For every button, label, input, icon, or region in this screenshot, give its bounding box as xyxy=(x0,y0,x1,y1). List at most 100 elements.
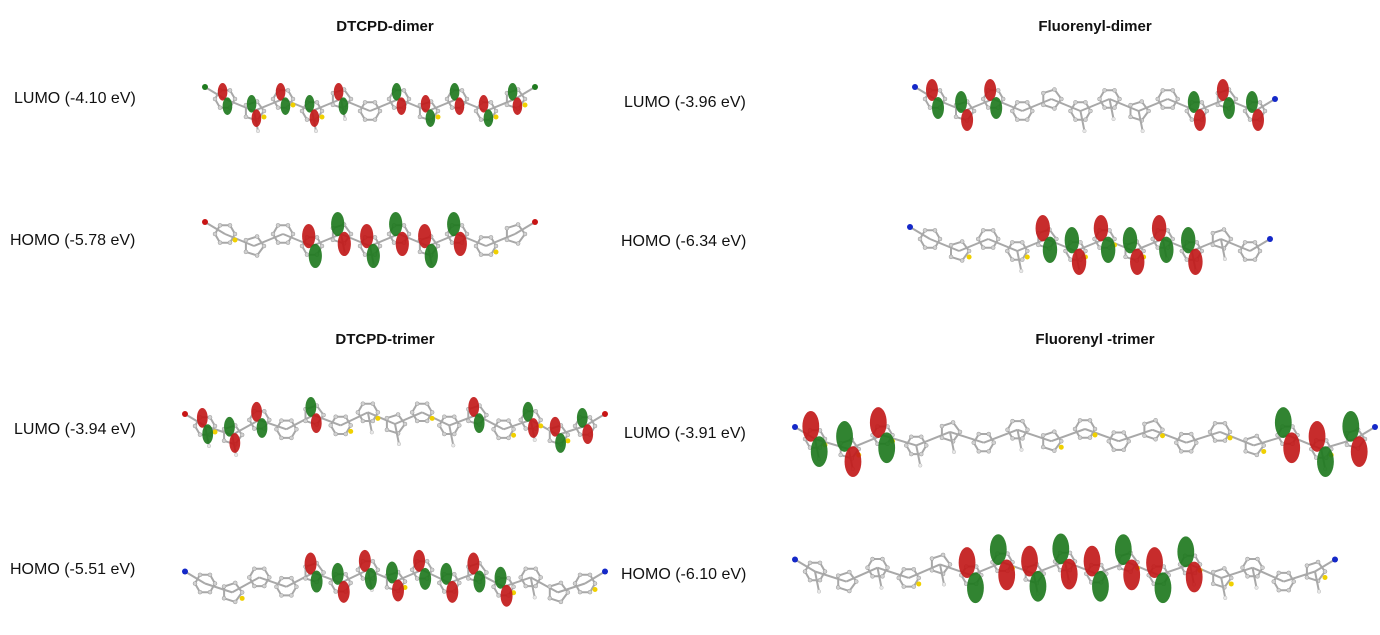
end-atom xyxy=(1272,96,1278,102)
ring xyxy=(866,558,889,578)
bond xyxy=(485,233,516,247)
fluorenyl-trimer-homo-label: HOMO (-6.10 eV) xyxy=(621,566,747,583)
orbital-lobe xyxy=(1093,215,1109,242)
carbon-atom xyxy=(1276,587,1281,593)
sulfur-atom xyxy=(1322,575,1328,580)
orbital-lobe xyxy=(395,231,409,256)
bond xyxy=(394,411,423,425)
carbon-atom xyxy=(1199,100,1205,105)
carbon-atom xyxy=(435,243,441,249)
bond xyxy=(845,566,878,583)
carbon-atom xyxy=(449,105,455,110)
carbon-atom xyxy=(1078,240,1083,245)
carbon-atom xyxy=(391,105,397,110)
carbon-atom xyxy=(1083,100,1088,105)
carbon-atom xyxy=(504,225,510,231)
sulfur-atom xyxy=(592,587,598,592)
carbon-atom xyxy=(847,569,852,575)
carbon-atom xyxy=(429,567,435,573)
carbon-atom xyxy=(285,240,291,245)
bond xyxy=(1050,428,1086,443)
orbital-lobe xyxy=(1092,570,1109,602)
carbon-atom xyxy=(533,583,538,589)
orbital-lobe xyxy=(1216,79,1229,101)
carbon-atom xyxy=(822,569,828,574)
orbital-lobe xyxy=(990,97,1003,119)
orbital-lobe xyxy=(202,424,214,444)
orbital-lobe xyxy=(869,407,887,438)
carbon-atom xyxy=(1252,257,1258,262)
end-atom xyxy=(1332,556,1338,563)
sulfur-atom xyxy=(1092,432,1098,438)
carbon-atom xyxy=(870,556,875,562)
carbon-atom xyxy=(807,560,813,566)
dtcpd-dimer-lumo-orbital xyxy=(202,83,538,134)
dtcpd-trimer-lumo-orbital xyxy=(182,397,608,457)
carbon-atom xyxy=(466,576,471,581)
orbital-lobe xyxy=(447,212,461,237)
carbon-atom xyxy=(1215,102,1221,108)
bond xyxy=(584,413,606,427)
carbon-atom xyxy=(267,417,272,423)
hydrogen-atom xyxy=(255,128,261,134)
carbon-atom xyxy=(314,235,320,240)
orbital-lobe xyxy=(1188,248,1203,275)
orbital-lobe xyxy=(418,224,432,249)
carbon-atom xyxy=(493,243,499,249)
carbon-atom xyxy=(279,593,284,598)
sulfur-atom xyxy=(511,432,517,438)
carbon-atom xyxy=(197,572,203,578)
carbon-atom xyxy=(538,575,543,580)
carbon-atom xyxy=(916,575,921,581)
hydrogen-atom xyxy=(1223,595,1228,600)
carbon-atom xyxy=(1160,88,1165,93)
carbon-atom xyxy=(493,108,499,114)
orbital-lobe xyxy=(337,231,351,256)
orbital-lobe xyxy=(473,570,486,593)
bond xyxy=(340,568,369,584)
bond xyxy=(1219,238,1226,260)
carbon-atom xyxy=(1304,575,1310,580)
bond xyxy=(939,564,945,585)
carbon-atom xyxy=(1010,257,1015,262)
carbon-atom xyxy=(1025,427,1030,433)
carbon-atom xyxy=(1233,96,1239,102)
carbon-atom xyxy=(417,249,423,255)
carbon-atom xyxy=(995,88,1001,93)
carbon-atom xyxy=(279,435,284,441)
carbon-atom xyxy=(247,417,252,423)
carbon-atom xyxy=(533,409,538,414)
carbon-atom xyxy=(1291,579,1296,584)
carbon-atom xyxy=(547,584,553,589)
carbon-atom xyxy=(835,573,841,578)
carbon-atom xyxy=(402,421,408,427)
orbital-lobe xyxy=(251,401,262,422)
dtcpd-trimer-homo-orbital xyxy=(182,549,608,607)
ring xyxy=(1241,558,1264,578)
carbon-atom xyxy=(1210,242,1216,248)
bond xyxy=(1152,428,1187,444)
carbon-atom xyxy=(922,96,928,102)
end-atom xyxy=(532,219,538,225)
orbital-lobe xyxy=(473,413,485,434)
carbon-atom xyxy=(518,575,523,580)
bond xyxy=(1137,110,1144,132)
carbon-atom xyxy=(1179,449,1184,454)
orbital-lobe xyxy=(932,97,944,119)
orbital-lobe xyxy=(1317,446,1334,478)
orbital-lobe xyxy=(483,109,494,127)
carbon-atom xyxy=(577,572,583,578)
carbon-atom xyxy=(442,589,447,594)
bond xyxy=(814,571,820,592)
bond xyxy=(949,431,955,453)
dtcpd-dimer-homo-orbital xyxy=(202,212,538,269)
carbon-atom xyxy=(1102,105,1107,110)
carbon-atom xyxy=(1179,248,1185,254)
hydrogen-atom xyxy=(451,443,456,448)
carbon-atom xyxy=(937,236,943,242)
carbon-atom xyxy=(473,243,479,249)
ring xyxy=(1006,420,1029,440)
fluorenyl-trimer-lumo-label: LUMO (-3.91 eV) xyxy=(624,425,746,442)
carbon-atom xyxy=(414,401,420,406)
bond xyxy=(1314,571,1320,592)
